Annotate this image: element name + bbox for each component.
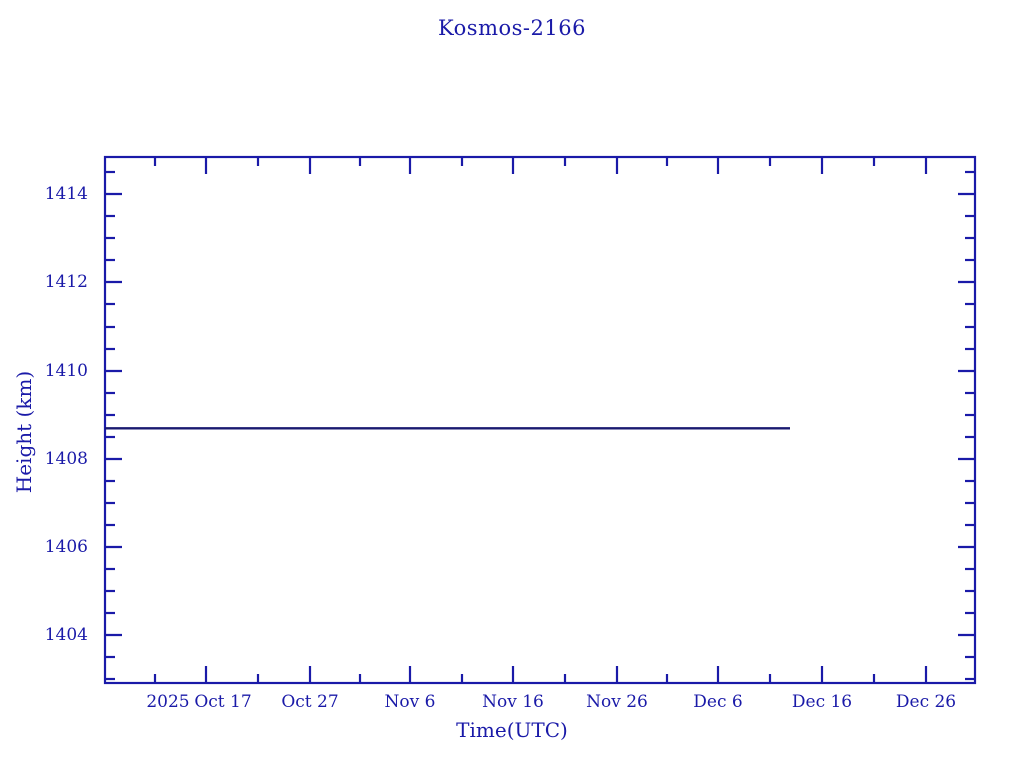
y-major-ticks-right	[958, 192, 975, 637]
xtick-label-nov-6: Nov 6	[384, 692, 436, 712]
xtick-label-nov-16: Nov 16	[482, 692, 544, 712]
xtick-label-oct-17: Oct 17	[194, 692, 252, 712]
ytick-label-1408: 1408	[44, 449, 88, 469]
ytick-label-1414: 1414	[44, 184, 88, 204]
chart-title: Kosmos-2166	[438, 16, 586, 40]
xtick-label-year: 2025	[146, 692, 190, 712]
ytick-label-1406: 1406	[44, 537, 88, 557]
y-minor-ticks-right	[965, 170, 975, 681]
x-major-ticks-top	[204, 157, 928, 174]
x-minor-ticks-bottom	[153, 674, 876, 683]
y-major-ticks-left	[105, 192, 122, 637]
y-minor-ticks-left	[105, 170, 115, 681]
x-minor-ticks-top	[153, 157, 876, 166]
ytick-label-1412: 1412	[44, 272, 88, 292]
xtick-label-nov-26: Nov 26	[586, 692, 648, 712]
xtick-label-dec-16: Dec 16	[791, 692, 853, 712]
y-axis-title: Height (km)	[12, 370, 36, 494]
x-axis-title: Time(UTC)	[456, 718, 568, 742]
xtick-label-dec-6: Dec 6	[693, 692, 743, 712]
ytick-label-1404: 1404	[44, 625, 88, 645]
xtick-label-oct-27: Oct 27	[281, 692, 339, 712]
x-major-ticks-bottom	[204, 666, 928, 683]
plot-frame	[103, 155, 977, 685]
ytick-label-1410: 1410	[44, 361, 88, 381]
xtick-label-dec-26: Dec 26	[895, 692, 957, 712]
